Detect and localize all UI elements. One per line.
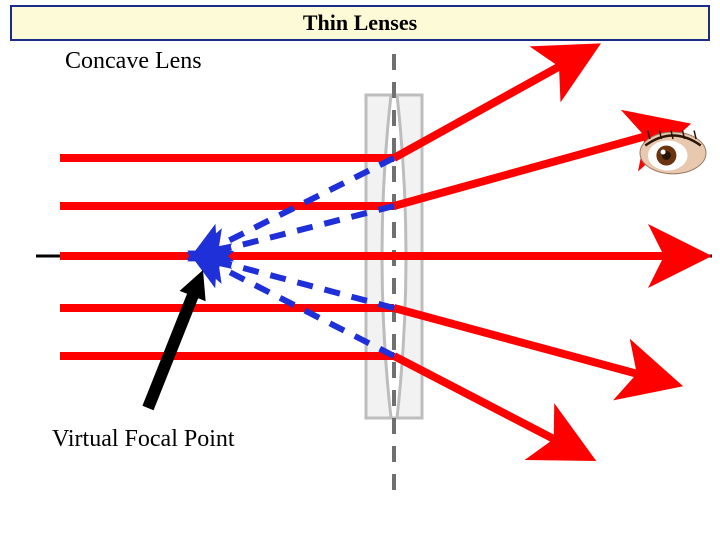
optics-diagram: [0, 0, 720, 540]
outgoing-ray: [394, 130, 668, 206]
focal-pointer-arrow: [142, 270, 205, 410]
outgoing-ray: [394, 308, 660, 380]
eye-icon: [640, 131, 706, 174]
